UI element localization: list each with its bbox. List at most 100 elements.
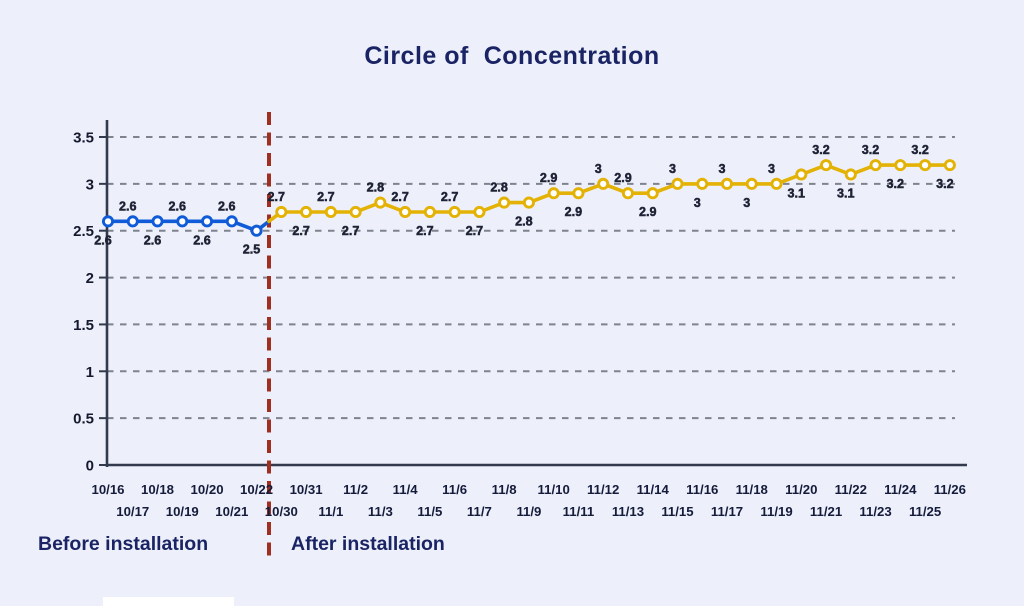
svg-text:10/22: 10/22 [240, 482, 273, 497]
svg-text:11/19: 11/19 [760, 504, 792, 519]
data-point-label: 2.7 [416, 224, 434, 238]
svg-text:11/4: 11/4 [393, 482, 419, 497]
data-point-label: 3 [718, 162, 725, 176]
svg-text:11/1: 11/1 [318, 504, 343, 519]
data-point-marker [473, 205, 486, 219]
data-point-label: 3.1 [788, 186, 806, 200]
data-point-marker [101, 215, 115, 228]
svg-text:2.5: 2.5 [73, 223, 94, 240]
svg-text:11/8: 11/8 [492, 482, 517, 497]
data-point-marker [374, 196, 387, 209]
chart-title: Circle of Concentration [364, 42, 660, 70]
data-point-label: 2.6 [193, 233, 211, 247]
data-point-label: 2.7 [317, 190, 335, 204]
svg-text:10/19: 10/19 [166, 504, 199, 519]
data-point-label: 2.6 [218, 199, 236, 213]
data-point-marker [151, 215, 164, 228]
y-axis-labels: 0 0.5 1 1.5 2 2.5 3 3.5 [73, 130, 107, 475]
svg-text:11/15: 11/15 [661, 504, 693, 519]
data-point-label: 3 [669, 162, 676, 176]
data-point-marker [943, 159, 956, 172]
svg-text:11/9: 11/9 [516, 504, 541, 519]
data-point-marker [522, 196, 535, 209]
svg-text:11/25: 11/25 [909, 504, 941, 519]
data-point-label: 3.2 [936, 177, 954, 191]
svg-text:11/24: 11/24 [884, 482, 917, 497]
bottom-left-white-box [103, 597, 234, 606]
data-point-marker [894, 159, 907, 172]
data-point-label: 2.8 [515, 215, 533, 229]
data-point-marker [844, 168, 857, 181]
data-point-marker [621, 187, 635, 200]
data-point-marker [399, 205, 412, 219]
data-point-label: 2.5 [243, 243, 261, 257]
data-point-marker [819, 159, 833, 172]
data-point-label: 2.7 [391, 190, 409, 204]
data-point-label: 3.2 [887, 177, 905, 191]
svg-text:1.5: 1.5 [73, 317, 94, 334]
data-point-label: 3.1 [837, 186, 855, 200]
svg-text:11/5: 11/5 [417, 504, 442, 519]
data-point-marker [646, 187, 659, 200]
data-point-label: 3 [743, 196, 750, 210]
svg-text:11/11: 11/11 [563, 504, 595, 519]
data-point-label: 3.2 [911, 143, 929, 157]
svg-text:11/17: 11/17 [711, 504, 743, 519]
svg-text:11/6: 11/6 [442, 482, 467, 497]
data-point-marker [547, 187, 560, 200]
svg-text:11/18: 11/18 [736, 482, 768, 497]
svg-text:11/14: 11/14 [637, 482, 670, 497]
data-point-label: 3 [694, 196, 701, 210]
axes [105, 120, 967, 467]
data-point-marker [597, 177, 610, 190]
svg-text:11/16: 11/16 [686, 482, 718, 497]
data-point-marker [126, 215, 139, 228]
svg-text:11/7: 11/7 [467, 504, 492, 519]
data-point-marker [869, 159, 882, 172]
data-point-label: 2.7 [342, 224, 360, 238]
svg-text:2: 2 [86, 270, 94, 287]
data-point-label: 3.2 [862, 143, 880, 157]
data-point-label: 2.6 [94, 233, 112, 247]
data-point-label: 3.2 [812, 143, 830, 157]
svg-text:11/21: 11/21 [810, 504, 842, 519]
svg-text:11/2: 11/2 [343, 482, 368, 497]
data-point-marker [448, 205, 461, 219]
data-point-label: 2.8 [367, 181, 385, 195]
svg-text:3: 3 [86, 176, 94, 193]
data-point-marker [349, 205, 362, 219]
svg-text:11/20: 11/20 [785, 482, 817, 497]
grid-lines [107, 136, 955, 420]
data-point-label: 2.9 [540, 171, 558, 185]
data-point-marker [720, 177, 734, 190]
svg-text:11/12: 11/12 [587, 482, 619, 497]
data-point-label: 2.9 [639, 205, 657, 219]
svg-text:11/10: 11/10 [538, 482, 570, 497]
data-point-marker [770, 177, 783, 190]
data-point-marker [795, 168, 808, 181]
data-point-label: 3 [768, 162, 775, 176]
svg-text:11/26: 11/26 [934, 482, 966, 497]
data-point-marker [919, 159, 932, 172]
data-point-marker [200, 215, 214, 228]
data-point-marker [250, 224, 263, 237]
svg-text:10/20: 10/20 [191, 482, 224, 497]
series-markers [101, 159, 956, 237]
svg-text:3.5: 3.5 [73, 130, 94, 147]
data-labels: 2.6 2.6 2.6 2.6 2.6 2.6 2.5 2.7 2.7 2.7 2.7 2.8 2.7 2… [94, 143, 954, 257]
data-point-label: 2.9 [614, 171, 632, 185]
svg-text:10/18: 10/18 [141, 482, 174, 497]
svg-text:0: 0 [86, 458, 94, 475]
svg-text:10/17: 10/17 [116, 504, 149, 519]
after-installation-label: After installation [291, 533, 445, 555]
data-point-label: 3 [595, 162, 602, 176]
data-point-marker [671, 177, 684, 190]
svg-text:10/30: 10/30 [265, 504, 298, 519]
svg-text:11/13: 11/13 [612, 504, 644, 519]
data-point-marker [745, 177, 758, 190]
data-point-label: 2.6 [144, 233, 162, 247]
svg-text:11/3: 11/3 [368, 504, 393, 519]
svg-text:11/23: 11/23 [859, 504, 891, 519]
data-point-label: 2.6 [119, 199, 137, 213]
svg-text:10/16: 10/16 [91, 482, 124, 497]
